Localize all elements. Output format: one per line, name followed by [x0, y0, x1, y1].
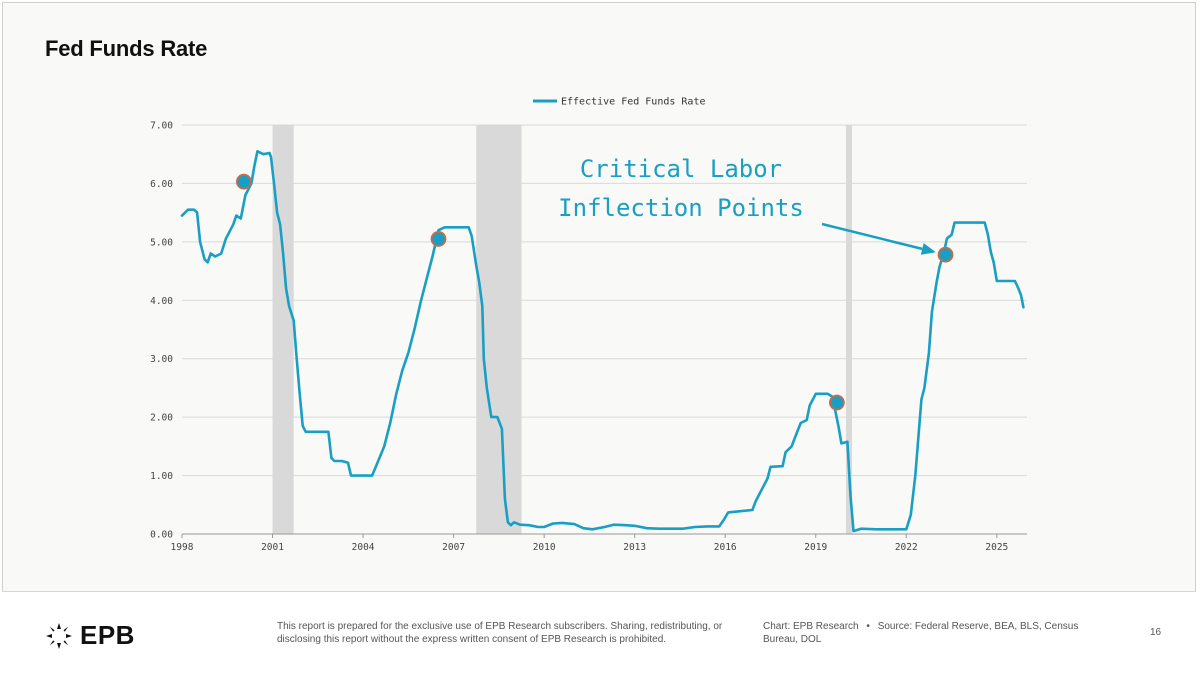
inflection-marker-2 — [430, 231, 447, 247]
series-layer — [180, 150, 1025, 533]
x-axis: 1998 2001 2004 2007 2010 2013 2016 2019 2022 2025 — [171, 534, 1008, 553]
y-tick-label: 1.00 — [150, 471, 173, 482]
gridlines — [182, 124, 1027, 535]
recession-band-1 — [272, 125, 294, 534]
disclaimer: This report is prepared for the exclusiv… — [277, 621, 723, 645]
x-tick-label: 2019 — [804, 542, 827, 553]
source-credit: Source: Federal Reserve, BEA, BLS, Censu… — [763, 621, 1079, 645]
y-tick-label: 3.00 — [150, 354, 173, 365]
inflection-marker-3 — [828, 394, 845, 411]
inflection-marker-4 — [937, 246, 954, 263]
y-tick-label: 0.00 — [150, 530, 173, 541]
x-tick-label: 2013 — [623, 542, 646, 553]
x-tick-label: 2007 — [442, 542, 465, 553]
series-line-1 — [180, 150, 1025, 533]
chart-credits: Chart: EPB Research • Source: Federal Re… — [763, 620, 1083, 646]
x-tick-label: 2001 — [261, 542, 284, 553]
x-tick-label: 2025 — [985, 542, 1008, 553]
inflection-marker-1 — [235, 173, 252, 190]
page-number: 16 — [1150, 627, 1162, 638]
footer — [2, 591, 1196, 674]
y-tick-label: 6.00 — [150, 179, 173, 190]
credit-separator: • — [866, 621, 870, 632]
y-tick-label: 5.00 — [150, 237, 173, 248]
epb-star-icon — [46, 622, 72, 649]
annotation: Critical Labor Inflection Points — [558, 155, 936, 255]
y-tick-label: 2.00 — [150, 413, 173, 424]
annotation-arrowhead — [920, 243, 936, 255]
y-axis: 0.00 1.00 2.00 3.00 4.00 5.00 6.00 7.00 — [150, 121, 173, 541]
x-tick-label: 2022 — [895, 542, 918, 553]
y-tick-label: 7.00 — [150, 121, 173, 132]
legend-label: Effective Fed Funds Rate — [561, 97, 706, 108]
page-title: Fed Funds Rate — [45, 36, 208, 61]
chart-credit: Chart: EPB Research — [763, 621, 859, 632]
x-tick-label: 2016 — [714, 542, 737, 553]
line-chart: 0.00 1.00 2.00 3.00 4.00 5.00 6.00 7.00 1998 200… — [150, 97, 1027, 553]
highlight-markers — [235, 173, 954, 411]
x-tick-label: 1998 — [171, 542, 194, 553]
epb-logo: EPB — [44, 620, 135, 651]
x-tick-label: 2010 — [533, 542, 556, 553]
y-tick-label: 4.00 — [150, 296, 173, 307]
x-tick-label: 2004 — [352, 542, 375, 553]
annotation-line-1: Critical Labor — [580, 155, 782, 183]
legend: Effective Fed Funds Rate — [533, 97, 706, 108]
recession-bands — [272, 125, 852, 534]
annotation-line-2: Inflection Points — [558, 194, 804, 222]
logo-text: EPB — [80, 620, 135, 650]
annotation-arrow — [821, 222, 923, 251]
recession-band-3 — [845, 125, 852, 534]
